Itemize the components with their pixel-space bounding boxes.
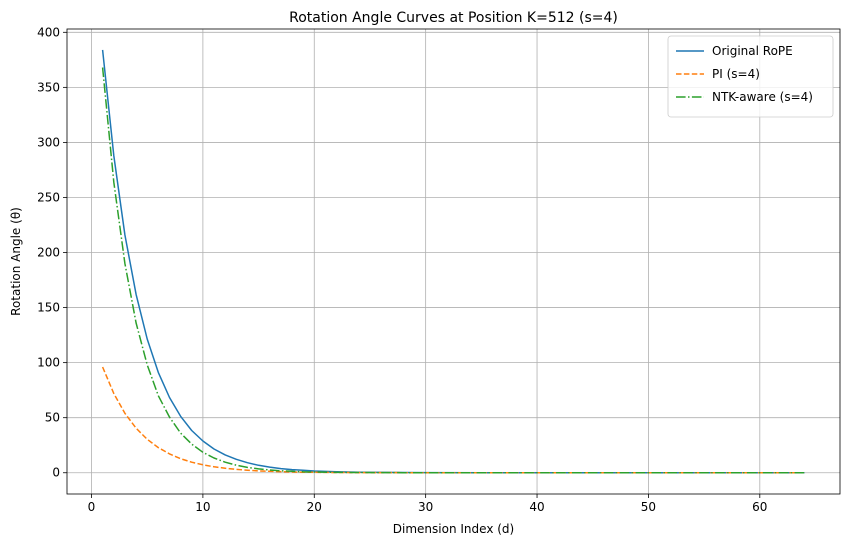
chart-title: Rotation Angle Curves at Position K=512 … — [289, 10, 618, 26]
series-line-ntk-aware-s-4 — [101, 67, 805, 474]
y-tick-label: 50 — [45, 411, 60, 425]
y-tick-label: 350 — [37, 80, 60, 94]
y-tick-label: 250 — [37, 190, 60, 204]
legend-box — [667, 35, 834, 118]
y-tick-label: 100 — [37, 356, 60, 370]
x-tick-label: 20 — [307, 500, 322, 514]
x-tick-label: 0 — [88, 500, 96, 514]
legend: Original RoPE PI (s=4) NTK-aware (s=4) — [667, 35, 834, 118]
x-axis-label: Dimension Index (d) — [393, 522, 514, 536]
legend-label-pi: PI (s=4) — [712, 67, 760, 81]
x-tick-label: 10 — [195, 500, 210, 514]
legend-label-ntk-aware: NTK-aware (s=4) — [712, 90, 813, 104]
x-tick-label: 50 — [641, 500, 656, 514]
y-tick-label: 0 — [52, 466, 60, 480]
legend-label-original-rope: Original RoPE — [712, 44, 793, 58]
y-tick-label: 150 — [37, 301, 60, 315]
plot-frame — [66, 28, 841, 495]
y-tick-label: 400 — [37, 25, 60, 39]
series-lines — [101, 49, 805, 474]
y-axis-label: Rotation Angle (θ) — [9, 207, 23, 316]
x-tick-label: 40 — [529, 500, 544, 514]
x-tick-label: 60 — [752, 500, 767, 514]
grid — [67, 29, 840, 494]
x-tick-label: 30 — [418, 500, 433, 514]
axis-ticks: 0 10 20 30 40 50 60 0 50 100 150 200 250 300 350 400 — [37, 25, 767, 514]
y-tick-label: 200 — [37, 246, 60, 260]
y-tick-label: 300 — [37, 135, 60, 149]
